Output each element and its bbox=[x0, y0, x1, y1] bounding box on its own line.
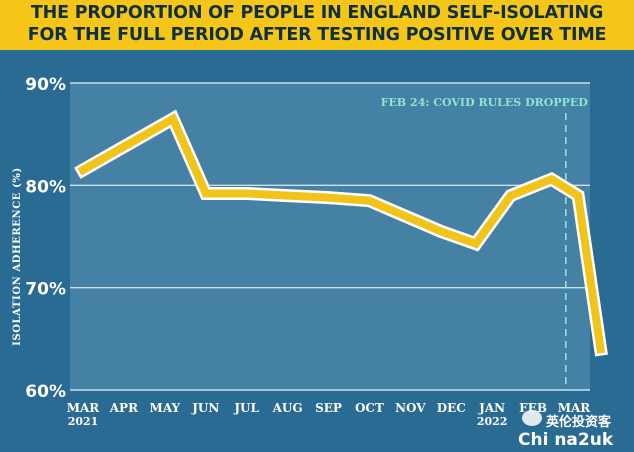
x-tick-label: MAR bbox=[67, 401, 101, 415]
data-point bbox=[286, 194, 290, 198]
x-tick-label: JUL bbox=[233, 401, 259, 415]
data-point bbox=[576, 194, 580, 198]
y-tick-label: 70% bbox=[25, 280, 66, 300]
data-point bbox=[81, 168, 85, 172]
data-point bbox=[474, 242, 478, 246]
data-point bbox=[171, 117, 175, 121]
data-point bbox=[599, 347, 603, 351]
data-point bbox=[509, 194, 513, 198]
data-point bbox=[327, 196, 330, 200]
x-tick-label: SEP bbox=[315, 401, 342, 415]
chart-title-line-1: THE PROPORTION OF PEOPLE IN ENGLAND SELF… bbox=[30, 3, 604, 23]
x-tick-label: MAR bbox=[558, 401, 592, 415]
data-point bbox=[549, 177, 553, 181]
x-tick-label: APR bbox=[109, 401, 139, 415]
y-tick-label: 80% bbox=[25, 177, 66, 197]
chart-title-line-2: FOR THE FULL PERIOD AFTER TESTING POSITI… bbox=[27, 25, 607, 45]
data-point bbox=[439, 229, 443, 233]
x-tick-label: JAN bbox=[478, 401, 505, 415]
data-point bbox=[245, 192, 249, 196]
y-axis-title: ISOLATION ADHERENCE (%) bbox=[12, 167, 23, 346]
watermark-line-2: Chi na2uk bbox=[518, 430, 614, 450]
y-tick-label: 90% bbox=[25, 75, 66, 95]
title-band: THE PROPORTION OF PEOPLE IN ENGLAND SELF… bbox=[0, 0, 634, 50]
wechat-icon bbox=[522, 410, 542, 426]
x-tick-label: MAY bbox=[150, 401, 181, 415]
x-tick-year-label: 2021 bbox=[68, 415, 99, 428]
data-point bbox=[367, 199, 371, 203]
y-tick-label: 60% bbox=[25, 382, 66, 402]
data-point bbox=[204, 192, 208, 196]
x-tick-year-label: 2022 bbox=[477, 415, 508, 428]
annotation-label: FEB 24: COVID RULES DROPPED bbox=[381, 96, 589, 109]
x-tick-label: JUN bbox=[191, 401, 219, 415]
x-tick-label: NOV bbox=[395, 401, 426, 415]
x-tick-label: DEC bbox=[437, 401, 466, 415]
x-tick-label: OCT bbox=[355, 401, 384, 415]
x-tick-label: AUG bbox=[272, 401, 303, 415]
watermark-line-1: 英伦投资客 bbox=[546, 415, 612, 430]
